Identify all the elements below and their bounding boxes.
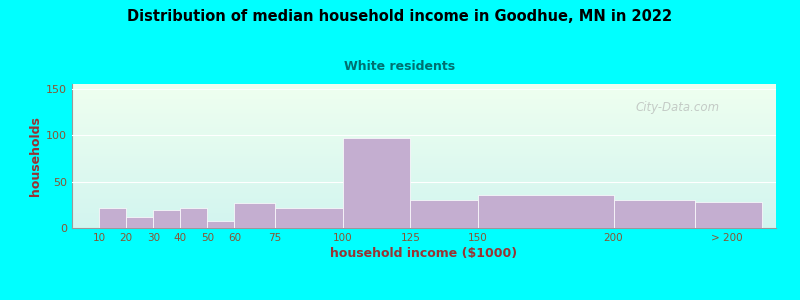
Text: Distribution of median household income in Goodhue, MN in 2022: Distribution of median household income …	[127, 9, 673, 24]
Bar	[275, 208, 342, 228]
Bar	[478, 195, 614, 228]
Text: White residents: White residents	[345, 60, 455, 73]
Bar	[614, 200, 694, 228]
Bar	[342, 138, 410, 228]
Bar	[99, 208, 126, 228]
X-axis label: household income ($1000): household income ($1000)	[330, 247, 518, 260]
Y-axis label: households: households	[29, 116, 42, 196]
Bar	[207, 221, 234, 228]
Bar	[234, 203, 275, 228]
Text: City-Data.com: City-Data.com	[635, 101, 719, 114]
Bar	[154, 210, 180, 228]
Bar	[126, 217, 154, 228]
Bar	[180, 208, 207, 228]
Bar	[410, 200, 478, 228]
Bar	[694, 202, 762, 228]
